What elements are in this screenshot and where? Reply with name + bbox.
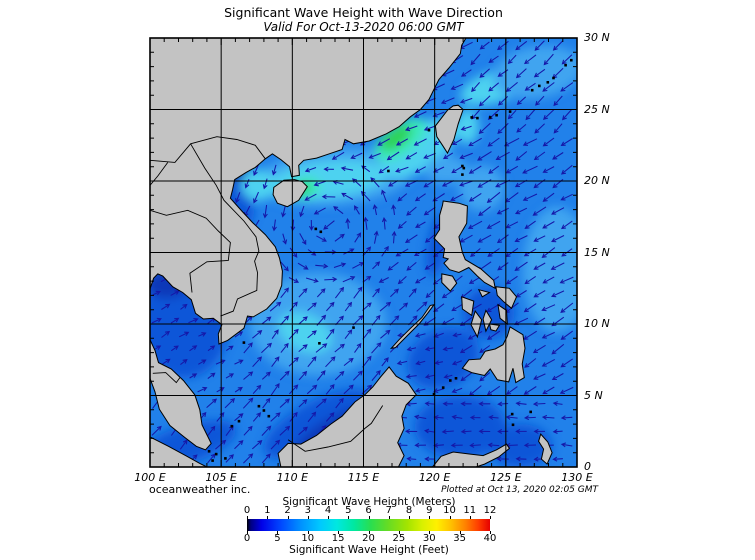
land-mindanao (461, 326, 526, 384)
plotted-at-text: Plotted at Oct 13, 2020 02:05 GMT (441, 485, 598, 495)
legend-meters-tick (247, 516, 248, 519)
land-sumatra (150, 436, 208, 467)
land-china_indochina (150, 38, 467, 345)
land-bohol (488, 323, 501, 332)
page-title: Significant Wave Height with Wave Direct… (224, 5, 503, 20)
legend-meters-tick (307, 516, 309, 519)
y-axis-label: 30 N (584, 31, 610, 44)
legend-meters-tick (287, 516, 289, 519)
y-axis-label: 25 N (584, 102, 610, 116)
legend-feet-tick (277, 531, 279, 534)
legend-meters-value: 10 (443, 505, 456, 516)
legend-meters-value: 4 (324, 505, 332, 516)
land-halmahera (538, 433, 553, 465)
legend-meters-value: 3 (304, 505, 311, 516)
legend-feet-value: 15 (331, 533, 345, 544)
legend-meters-value: 7 (385, 505, 392, 516)
legend-meters-tick (267, 516, 269, 519)
x-axis-label: 110 E (276, 471, 309, 484)
legend-feet-value: 10 (301, 533, 315, 544)
legend-feet-tick (429, 531, 431, 534)
legend-meters-value: 0 (243, 505, 251, 516)
y-axis-label: 10 N (584, 317, 610, 330)
legend-feet-tick (459, 531, 461, 534)
legend-meters-value: 12 (483, 505, 497, 516)
colorbar (247, 519, 490, 531)
legend-meters-value: 1 (264, 505, 271, 516)
land-panay (461, 296, 475, 317)
y-axis-label: 15 N (584, 245, 610, 259)
y-axis-label: 5 N (584, 388, 603, 402)
land-malay_peninsula (150, 339, 212, 451)
y-axis-label: 20 N (584, 174, 610, 187)
legend-feet-value: 20 (362, 533, 375, 544)
legend-meters-tick (409, 516, 410, 519)
legend-feet-tick (307, 531, 309, 534)
legend-meters-tick (490, 516, 491, 519)
land-mindoro (441, 273, 458, 292)
x-axis-label: 115 E (347, 471, 380, 484)
legend-feet-value: 35 (453, 533, 466, 544)
legend-feet-value: 5 (274, 533, 281, 544)
legend-meters-tick (469, 516, 471, 519)
legend-meters-value: 5 (345, 505, 352, 516)
x-axis-label: 105 E (205, 471, 237, 484)
legend-meters-tick (388, 516, 390, 519)
x-axis-label: 125 E (490, 471, 522, 484)
legend-feet-tick (338, 531, 340, 534)
legend-meters-tick (348, 516, 350, 519)
legend-title-meters: Significant Wave Height (Meters) (282, 496, 456, 508)
land-borneo (277, 366, 417, 467)
x-axis-label: 130 E (561, 471, 593, 484)
legend-feet-tick (490, 531, 491, 534)
legend-feet-tick (368, 531, 370, 534)
legend-feet-value: 0 (243, 533, 251, 544)
valid-time-subtitle: Valid For Oct-13-2020 06:00 GMT (263, 20, 464, 34)
land-palawan (389, 303, 436, 350)
legend-meters-value: 2 (284, 505, 291, 516)
credit-text: oceanweather inc. (149, 483, 251, 496)
legend-meters-value: 9 (426, 505, 433, 516)
x-axis-label: 120 E (418, 471, 451, 484)
y-axis-label: 0 (584, 460, 591, 473)
legend-meters-tick (328, 516, 329, 519)
legend-feet-tick (247, 531, 248, 534)
land-masbate (477, 288, 491, 298)
legend-feet-value: 25 (392, 533, 406, 544)
x-axis-label: 100 E (134, 471, 166, 484)
legend-meters-tick (449, 516, 451, 519)
land-sulawesi (431, 443, 511, 467)
legend-meters-value: 11 (463, 505, 477, 516)
legend-title-feet: Significant Wave Height (Feet) (289, 544, 449, 556)
legend-meters-tick (429, 516, 431, 519)
land-hainan (272, 179, 308, 208)
land-taiwan (434, 104, 464, 155)
legend-meters-value: 6 (365, 505, 372, 516)
land-cebu (482, 309, 493, 333)
legend-meters-value: 8 (405, 505, 413, 516)
legend-feet-value: 40 (483, 533, 497, 544)
legend-feet-value: 30 (422, 533, 436, 544)
legend-feet-tick (398, 531, 400, 534)
legend-meters-tick (368, 516, 370, 519)
